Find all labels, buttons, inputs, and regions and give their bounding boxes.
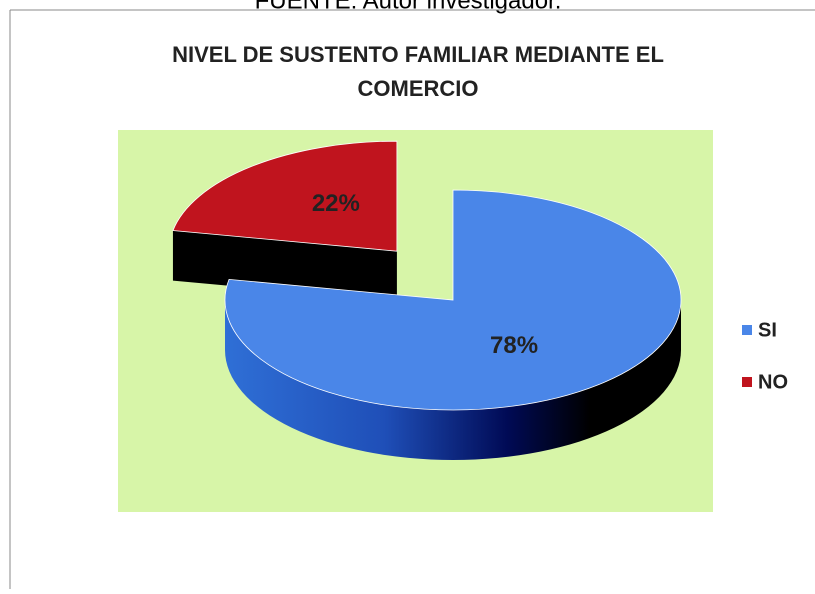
- data-label: 22%: [312, 190, 360, 217]
- pie: [172, 140, 682, 460]
- legend-swatch: [742, 325, 752, 335]
- slice-side-wall: [225, 300, 681, 460]
- slice-top: [172, 140, 398, 252]
- slice-top: [224, 189, 682, 411]
- source-note: FUENTE: Autor investigador.: [255, 0, 562, 14]
- legend-label: NO: [758, 371, 788, 393]
- legend-swatch: [742, 377, 752, 387]
- chart-title: NIVEL DE SUSTENTO FAMILIAR MEDIANTE EL CO…: [172, 42, 664, 101]
- data-label: 78%: [490, 332, 538, 359]
- legend-label: SI: [758, 319, 777, 341]
